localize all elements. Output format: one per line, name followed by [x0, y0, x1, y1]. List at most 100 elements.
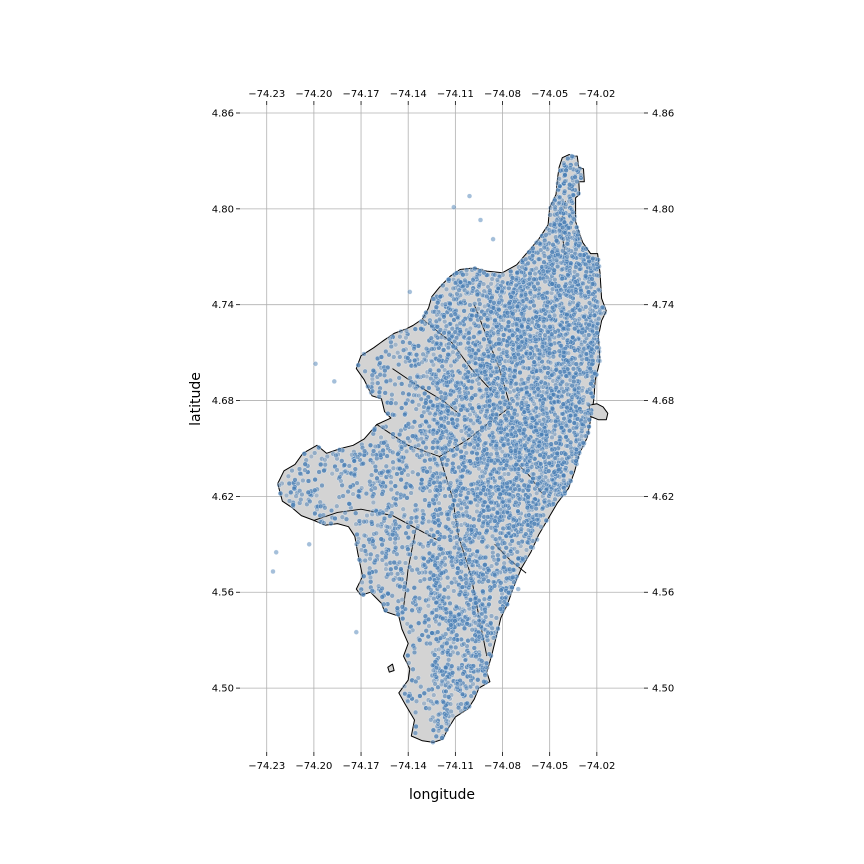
data-point [456, 705, 462, 711]
data-point [400, 339, 406, 345]
data-point [383, 507, 390, 513]
data-point [509, 584, 515, 591]
data-point [356, 557, 362, 563]
data-point [495, 626, 501, 632]
data-point [383, 463, 389, 469]
data-point [400, 616, 406, 622]
data-point [334, 503, 340, 509]
data-point [527, 270, 533, 277]
data-point [433, 449, 439, 455]
data-point [560, 411, 566, 417]
data-point [488, 451, 494, 457]
data-point [383, 549, 389, 555]
data-point [570, 307, 576, 313]
data-point [390, 431, 396, 437]
data-point [447, 493, 453, 499]
data-point [445, 344, 451, 351]
data-point [526, 436, 532, 442]
data-point [530, 398, 536, 404]
data-point [468, 665, 474, 671]
data-point [289, 468, 295, 474]
data-point [584, 356, 590, 362]
data-point [479, 658, 485, 664]
data-point [428, 375, 434, 382]
data-point [467, 325, 473, 331]
data-point [577, 252, 583, 258]
data-point [388, 566, 394, 572]
data-point [388, 479, 394, 485]
data-point [443, 428, 449, 434]
data-point [430, 431, 436, 437]
data-point [419, 319, 426, 325]
data-point [513, 282, 519, 288]
data-point [429, 609, 435, 616]
data-point [454, 637, 461, 643]
data-point [447, 292, 453, 298]
data-point [549, 372, 555, 378]
data-point [345, 489, 351, 495]
data-point [506, 530, 512, 536]
data-point [488, 309, 494, 315]
data-point [509, 560, 515, 566]
data-point [405, 421, 411, 427]
data-point [409, 399, 416, 405]
data-point [573, 161, 579, 167]
data-point [506, 590, 512, 596]
data-point [413, 406, 419, 412]
data-point [576, 261, 582, 267]
data-point [448, 392, 454, 398]
data-point [530, 499, 536, 506]
data-point [469, 636, 475, 642]
data-point [469, 627, 475, 633]
data-point [381, 601, 387, 607]
data-point [551, 399, 557, 405]
data-point [370, 493, 376, 499]
data-point [481, 336, 487, 342]
data-point [429, 323, 435, 329]
data-point [536, 256, 542, 262]
data-point [490, 550, 496, 556]
data-point [530, 475, 536, 481]
data-point [471, 320, 477, 326]
data-point [561, 459, 567, 465]
data-point [488, 281, 494, 287]
data-point [490, 434, 496, 440]
data-point [467, 673, 473, 679]
data-point [437, 583, 443, 589]
data-point [426, 479, 433, 485]
data-point [501, 599, 507, 605]
data-point [396, 375, 402, 381]
data-point [398, 328, 404, 335]
data-point [391, 559, 397, 566]
data-point [425, 543, 431, 549]
data-point [510, 311, 516, 317]
data-point [541, 323, 547, 329]
data-point [541, 318, 547, 325]
data-point [513, 462, 519, 468]
data-point [524, 539, 530, 545]
data-point [465, 490, 471, 496]
data-point [510, 332, 516, 338]
data-point [441, 699, 447, 705]
data-point [471, 307, 477, 313]
data-point [374, 455, 380, 462]
data-point [405, 698, 411, 704]
data-point [487, 287, 493, 293]
data-point [596, 349, 602, 355]
data-point [369, 372, 375, 378]
data-point [292, 477, 298, 483]
data-point [403, 335, 409, 341]
data-point [358, 586, 364, 592]
data-point [388, 400, 394, 406]
data-point [537, 452, 543, 458]
data-point [525, 467, 531, 474]
data-point [591, 303, 598, 309]
data-point [430, 296, 437, 302]
data-point [438, 724, 444, 730]
data-point [498, 418, 504, 424]
data-point [501, 401, 508, 407]
data-point [441, 347, 447, 353]
data-point [542, 253, 548, 259]
data-point [459, 584, 465, 590]
data-point [560, 305, 566, 311]
